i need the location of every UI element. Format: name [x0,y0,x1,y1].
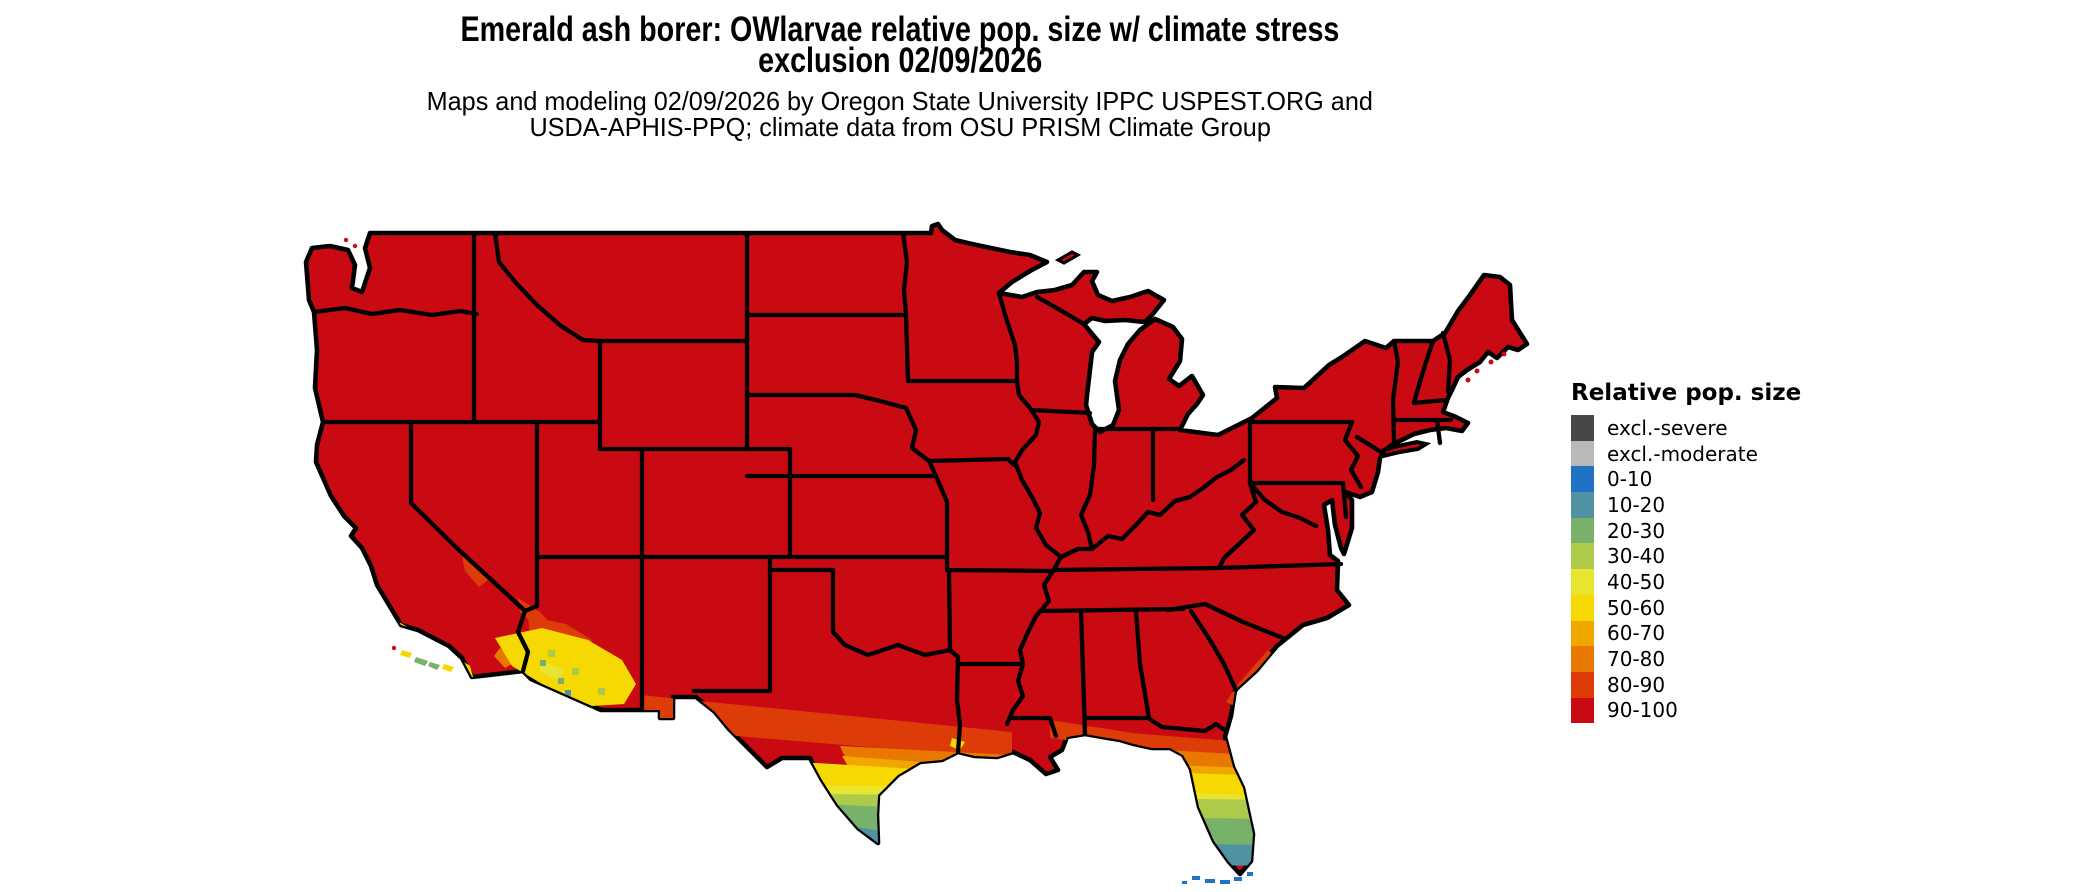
legend-title: Relative pop. size [1571,380,1802,406]
legend-swatch [1571,620,1594,647]
isle-royale-island [1054,250,1082,265]
legend-label: excl.-severe [1607,415,1728,440]
legend-label: 80-90 [1607,672,1666,697]
legend-swatch [1571,671,1594,698]
legend-swatch [1571,646,1594,672]
legend-label: 10-20 [1607,492,1666,517]
legend-swatch [1571,517,1594,544]
long-island [1380,439,1432,459]
legend-label: 20-30 [1607,518,1666,543]
map-legend: Relative pop. size excl.-severe excl.-mo… [1571,380,1901,724]
legend-swatch [1571,543,1594,570]
map-title-line2: exclusion 02/09/2026 [757,41,1043,80]
map-title: Emerald ash borer: OWlarvae relative pop… [0,10,1800,80]
legend-label: 60-70 [1607,621,1666,646]
legend-swatch [1571,440,1594,467]
legend-item-90-100: 90-100 [1571,697,1901,724]
legend-swatch [1571,415,1594,441]
legend-swatch [1571,697,1594,724]
legend-label: excl.-moderate [1607,441,1758,466]
coastal-island-specks [343,237,1507,651]
legend-item-50-60: 50-60 [1571,594,1901,621]
state-borders [311,230,1454,755]
us-conus-map [303,221,1530,884]
legend-item-0-10: 0-10 [1571,466,1901,493]
conus-landmass [303,221,1530,877]
legend-label: 40-50 [1607,569,1666,594]
legend-item-10-20: 10-20 [1571,492,1901,518]
map-subtitle: Maps and modeling 02/09/2026 by Oregon S… [0,88,1800,140]
legend-label: 90-100 [1607,698,1678,723]
legend-label: 0-10 [1607,467,1653,492]
legend-swatch [1571,594,1594,621]
legend-item-60-70: 60-70 [1571,620,1901,647]
map-subtitle-line2: USDA-APHIS-PPQ; climate data from OSU PR… [529,112,1271,142]
legend-label: 50-60 [1607,595,1666,620]
legend-swatch [1571,466,1594,493]
legend-swatch [1571,569,1594,595]
legend-label: 30-40 [1607,544,1666,569]
legend-item-40-50: 40-50 [1571,569,1901,595]
channel-islands-green-patches [414,657,440,670]
legend-item-80-90: 80-90 [1571,671,1901,698]
legend-item-70-80: 70-80 [1571,646,1901,672]
florida-keys-dots [1182,872,1253,884]
legend-swatch [1571,492,1594,518]
legend-items: excl.-severe excl.-moderate 0-10 10-20 2… [1571,415,1901,724]
legend-item-30-40: 30-40 [1571,543,1901,570]
legend-label: 70-80 [1607,647,1666,672]
map-title-line1: Emerald ash borer: OWlarvae relative pop… [460,10,1340,49]
map-subtitle-line1: Maps and modeling 02/09/2026 by Oregon S… [426,86,1374,116]
legend-item-excl-moderate: excl.-moderate [1571,440,1901,467]
channel-islands-patches [400,650,454,672]
legend-item-20-30: 20-30 [1571,517,1901,544]
legend-item-excl-severe: excl.-severe [1571,415,1901,441]
